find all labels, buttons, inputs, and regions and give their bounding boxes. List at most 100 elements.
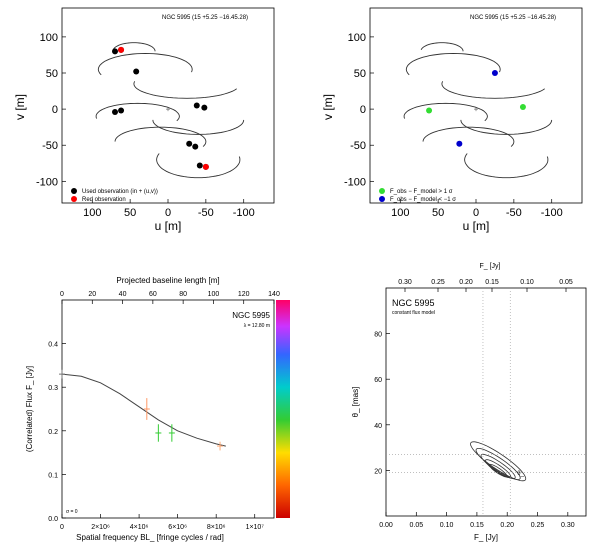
uv-point <box>202 163 209 170</box>
uv-point <box>426 107 433 114</box>
uv-track <box>422 126 515 147</box>
x-tick-label: -50 <box>506 207 522 219</box>
x-tick-label: 50 <box>124 207 136 219</box>
x-tick-label: 0.15 <box>470 522 484 529</box>
chi2-contour-panel: F_ [Jy] NGC 5995 constant flux model F_ … <box>351 263 587 542</box>
panel1-title: NGC 5995 (15 +5.25 −16.45.28) <box>162 15 248 21</box>
panel4-xlabel: F_ [Jy] <box>474 533 498 542</box>
y-tick-label: 100 <box>40 32 58 44</box>
uv-point <box>186 140 193 147</box>
y-tick-label: 0.2 <box>48 429 58 436</box>
panel1-ylabel: v [m] <box>13 94 27 120</box>
chi2-contour <box>470 441 527 482</box>
colorbar <box>276 300 290 518</box>
panel1-xlabel: u [m] <box>155 219 182 233</box>
panel3-ylabel: (Correlated) Flux F_ [Jy] <box>25 366 34 452</box>
legend-marker-negative <box>379 196 385 202</box>
plot-frame-1 <box>61 7 275 204</box>
panel4-title: NGC 5995 <box>392 298 435 308</box>
y-tick-label: 0.4 <box>48 342 58 349</box>
uv-track <box>112 42 156 52</box>
y-tick-label: 50 <box>46 68 58 80</box>
panel2-xlabel: u [m] <box>463 219 490 233</box>
x-tick-label: 6×10⁶ <box>168 524 187 531</box>
panel3-top-xlabel: Projected baseline length [m] <box>116 276 219 285</box>
uv-point <box>201 104 208 111</box>
uv-point <box>133 68 140 75</box>
legend-label-positive: F_obs − F_model > 1 σ <box>390 189 453 195</box>
top-x-tick-label: 80 <box>179 291 187 298</box>
uv-point <box>456 140 463 147</box>
top-x-tick-label: 0.05 <box>559 279 573 286</box>
top-x-tick-label: 0.15 <box>485 279 499 286</box>
panel3-subtitle: λ = 12.80 m <box>244 323 270 329</box>
y-tick-label: 100 <box>348 32 366 44</box>
y-tick-label: 40 <box>374 423 382 430</box>
legend-label-negative: F_obs − F_model < −1 σ <box>390 197 456 203</box>
panel3-xlabel: Spatial frequency BL_ [fringe cycles / r… <box>76 533 224 542</box>
y-tick-label: 20 <box>374 468 382 475</box>
legend-marker-positive <box>379 188 385 194</box>
top-x-tick-label: 100 <box>208 291 220 298</box>
top-x-tick-label: 0 <box>60 291 64 298</box>
uv-track <box>133 81 237 99</box>
top-x-tick-label: 0.30 <box>398 279 412 286</box>
x-tick-label: 50 <box>432 207 444 219</box>
y-tick-label: -50 <box>350 140 366 152</box>
legend-label-used: Used observation (in + (u,v)) <box>82 189 158 195</box>
model-curve <box>61 373 226 447</box>
top-x-tick-label: 0.20 <box>459 279 473 286</box>
top-x-tick-label: 120 <box>238 291 250 298</box>
top-x-tick-label: 0.10 <box>520 279 534 286</box>
panel4-ylabel: θ_ [mas] <box>351 387 360 418</box>
chi2-contour <box>484 459 512 479</box>
uv-point <box>118 107 125 114</box>
x-tick-label: 0 <box>473 207 479 219</box>
x-tick-label: 0 <box>60 524 64 531</box>
uv-track <box>464 153 549 179</box>
x-tick-label: -50 <box>198 207 214 219</box>
uv-track <box>403 102 488 122</box>
uv-point <box>193 102 200 109</box>
panel2-ylabel: v [m] <box>321 94 335 120</box>
x-tick-label: 1×10⁷ <box>246 524 265 531</box>
top-x-tick-label: 60 <box>149 291 157 298</box>
x-tick-label: 8×10⁶ <box>207 524 226 531</box>
y-tick-label: 0 <box>360 104 366 116</box>
panel2-legend: F_obs − F_model > 1 σ F_obs − F_model < … <box>379 188 456 203</box>
uv-track <box>95 102 180 122</box>
y-tick-label: 60 <box>374 377 382 384</box>
x-tick-label: 4×10⁶ <box>130 524 149 531</box>
uv-point <box>112 109 118 115</box>
x-tick-label: 100 <box>83 207 101 219</box>
x-tick-label: 0.10 <box>440 522 454 529</box>
panel3-title: NGC 5995 <box>232 311 270 320</box>
x-tick-label: 2×10⁶ <box>91 524 110 531</box>
y-tick-label: 0.0 <box>48 516 58 523</box>
y-tick-label: -100 <box>344 176 366 188</box>
chi2-contour <box>475 448 521 481</box>
uv-point <box>192 143 199 150</box>
colorbar-strip <box>276 300 290 518</box>
x-tick-label: 0 <box>165 207 171 219</box>
uv-track <box>441 81 545 99</box>
legend-label-red: Red observation <box>82 197 126 203</box>
x-tick-label: 0.25 <box>531 522 545 529</box>
uv-point <box>196 162 203 169</box>
y-tick-label: -100 <box>36 176 58 188</box>
y-tick-label: 0 <box>52 104 58 116</box>
x-tick-label: 100 <box>391 207 409 219</box>
x-tick-label: -100 <box>233 207 255 219</box>
x-tick-label: 0.05 <box>409 522 423 529</box>
y-tick-label: 80 <box>374 332 382 339</box>
panel3-corner-note: σ = 0 <box>66 509 78 515</box>
x-tick-label: 0.20 <box>500 522 514 529</box>
y-tick-label: 0.3 <box>48 385 58 392</box>
y-tick-label: -50 <box>42 140 58 152</box>
x-tick-label: 0.30 <box>561 522 575 529</box>
uv-coverage-panel-right: NGC 5995 (15 +5.25 −16.45.28) u [m] v [m… <box>321 7 583 233</box>
uv-track <box>420 42 464 52</box>
panel4-top-xlabel: F_ [Jy] <box>479 263 500 270</box>
panel1-legend: Used observation (in + (u,v)) Red observ… <box>71 188 158 203</box>
